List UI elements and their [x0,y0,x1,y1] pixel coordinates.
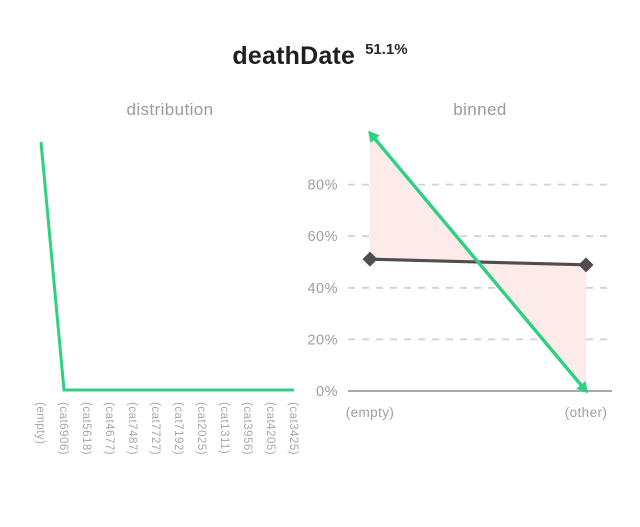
distribution-x-tick-label: (cat4677) [103,402,115,456]
y-tick-label: 0% [316,384,338,400]
binned-green-line [368,131,588,393]
y-tick-label: 40% [307,281,338,297]
distribution-x-tick-label: (cat7192) [172,402,184,456]
y-tick-label: 80% [307,178,338,194]
distribution-x-tick-label: (empty) [34,402,46,445]
diamond-marker [362,251,378,267]
distribution-x-tick-label: (cat6906) [57,402,69,456]
arrow-marker [368,130,380,143]
diamond-marker [578,257,594,273]
binned-x-tick-label: (other) [565,405,608,420]
binned-x-tick-label: (empty) [346,405,395,420]
distribution-chart-title: distribution [126,100,214,119]
distribution-x-tick-label: (cat5618) [80,402,92,456]
feature-header: deathDate 51.1% [0,40,640,73]
distribution-x-tick-label: (cat2025) [195,402,207,456]
distribution-x-tick-label: (cat4205) [264,402,276,456]
feature-name: deathDate [232,42,356,70]
binned-chart: 0% 20% 40% 60% 80% (empty) (other) [307,130,612,420]
binned-chart-title: binned [453,100,507,119]
distribution-x-tick-label: (cat7487) [126,402,138,456]
distribution-x-tick-label: (cat1311) [218,402,230,455]
arrow-marker [576,381,588,394]
distribution-x-tick-label: (cat7727) [149,402,161,456]
feature-missing-percent: 51.1% [365,41,408,58]
distribution-x-axis-labels: (empty) (cat6906) (cat5618) (cat4677) (cat74… [20,402,330,527]
distribution-line [39,141,294,392]
distribution-chart [39,141,294,392]
distribution-x-tick-label: (cat3956) [241,402,253,456]
y-tick-label: 20% [307,332,338,348]
distribution-x-tick-label: (cat3425) [287,402,299,456]
y-tick-label: 60% [307,229,338,245]
